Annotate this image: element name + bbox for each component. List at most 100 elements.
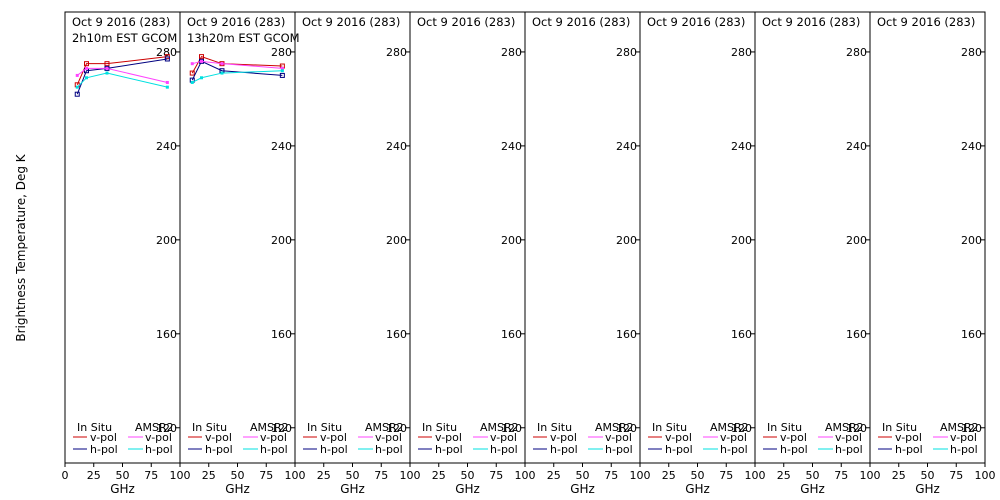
data-point <box>105 71 109 75</box>
x-tick-label: 75 <box>374 469 388 482</box>
y-tick-label: 280 <box>271 46 292 59</box>
y-tick-label: 120 <box>961 422 982 435</box>
data-point <box>199 54 205 60</box>
x-tick-label: 100 <box>745 469 766 482</box>
y-tick-label: 160 <box>271 328 292 341</box>
data-point <box>220 71 224 75</box>
data-point <box>190 80 194 84</box>
legend-title-in-situ: In Situ <box>537 421 572 434</box>
x-tick-label: 100 <box>285 469 306 482</box>
data-point <box>75 73 79 77</box>
y-tick-label: 200 <box>961 234 982 247</box>
x-tick-label: 25 <box>87 469 101 482</box>
data-point <box>74 91 80 97</box>
legend-label-insitu-vpol: v-pol <box>665 431 692 444</box>
x-tick-label: 50 <box>806 469 820 482</box>
legend-label-amsr2-hpol: h-pol <box>950 443 978 456</box>
panel-title: Oct 9 2016 (283) <box>647 15 745 29</box>
y-tick-label: 160 <box>731 328 752 341</box>
data-point <box>165 80 169 84</box>
y-tick-label: 160 <box>616 328 637 341</box>
legend-title-amsr2: AMSR2 <box>250 421 289 434</box>
legend-label-amsr2-hpol: h-pol <box>605 443 633 456</box>
y-tick-label: 200 <box>616 234 637 247</box>
panel-subtitle: 13h20m EST GCOM <box>187 31 300 45</box>
y-tick-label: 120 <box>846 422 867 435</box>
x-tick-label: 100 <box>860 469 881 482</box>
x-axis-label: GHz <box>340 482 365 496</box>
data-point <box>164 56 170 62</box>
y-tick-label: 120 <box>156 422 177 435</box>
y-tick-label: 280 <box>501 46 522 59</box>
data-point <box>84 61 90 67</box>
legend-title-in-situ: In Situ <box>77 421 112 434</box>
panel-title: Oct 9 2016 (283) <box>877 15 975 29</box>
legend-label-amsr2-hpol: h-pol <box>720 443 748 456</box>
y-tick-label: 200 <box>846 234 867 247</box>
x-tick-label: 100 <box>170 469 191 482</box>
y-tick-label: 160 <box>156 328 177 341</box>
legend-label-insitu-vpol: v-pol <box>205 431 232 444</box>
y-tick-label: 240 <box>961 140 982 153</box>
x-tick-label: 75 <box>719 469 733 482</box>
legend-label-insitu-vpol: v-pol <box>550 431 577 444</box>
data-point <box>104 61 110 67</box>
x-tick-label: 25 <box>777 469 791 482</box>
panel-7: Oct 9 2016 (283) 120 160 200 240 280 25 50 75 100… <box>754 11 881 496</box>
legend-label-insitu-hpol: h-pol <box>90 443 118 456</box>
y-tick-label: 160 <box>501 328 522 341</box>
legend-label-amsr2-vpol: v-pol <box>260 431 287 444</box>
legend-label-insitu-vpol: v-pol <box>90 431 117 444</box>
data-point <box>279 72 285 78</box>
data-point <box>85 66 89 70</box>
legend-label-insitu-vpol: v-pol <box>435 431 462 444</box>
legend-title-in-situ: In Situ <box>767 421 802 434</box>
legend-label-amsr2-hpol: h-pol <box>145 443 173 456</box>
panel-2: Oct 9 2016 (283) 13h20m EST GCOM 120 160 200… <box>179 11 306 496</box>
y-tick-label: 280 <box>961 46 982 59</box>
x-tick-label: 100 <box>975 469 996 482</box>
y-tick-label: 160 <box>386 328 407 341</box>
legend-title-amsr2: AMSR2 <box>135 421 174 434</box>
legend-label-insitu-hpol: h-pol <box>665 443 693 456</box>
panel-4: Oct 9 2016 (283) 120 160 200 240 280 25 50 75 100… <box>409 11 536 496</box>
y-tick-label: 120 <box>731 422 752 435</box>
series-line <box>192 70 283 83</box>
legend-label-amsr2-vpol: v-pol <box>720 431 747 444</box>
panel-8: Oct 9 2016 (283) 120 160 200 240 280 25 50 75 100… <box>869 11 996 496</box>
y-tick-label: 200 <box>501 234 522 247</box>
y-tick-label: 240 <box>731 140 752 153</box>
legend-title-amsr2: AMSR2 <box>710 421 749 434</box>
data-point <box>75 85 79 89</box>
y-tick-label: 280 <box>616 46 637 59</box>
legend-title-in-situ: In Situ <box>882 421 917 434</box>
legend-label-insitu-hpol: h-pol <box>895 443 923 456</box>
legend-label-insitu-vpol: v-pol <box>320 431 347 444</box>
legend-label-insitu-vpol: v-pol <box>895 431 922 444</box>
x-tick-label: 75 <box>834 469 848 482</box>
y-axis-label: Brightness Temperature, Deg K <box>14 153 28 341</box>
legend-title-in-situ: In Situ <box>422 421 457 434</box>
y-tick-label: 280 <box>386 46 407 59</box>
panel-title: Oct 9 2016 (283) <box>532 15 630 29</box>
x-axis-label: GHz <box>915 482 940 496</box>
x-tick-label: 50 <box>461 469 475 482</box>
x-axis-label: GHz <box>685 482 710 496</box>
legend-title-amsr2: AMSR2 <box>595 421 634 434</box>
series-line <box>192 60 283 69</box>
data-point <box>105 66 109 70</box>
panel-1: Oct 9 2016 (283) 2h10m EST GCOM 120 160 200 2… <box>62 11 191 496</box>
legend-label-amsr2-hpol: h-pol <box>835 443 863 456</box>
panels-group: Oct 9 2016 (283) 2h10m EST GCOM 120 160 200 2… <box>62 11 996 496</box>
y-tick-label: 240 <box>156 140 177 153</box>
legend-label-amsr2-vpol: v-pol <box>145 431 172 444</box>
panel-3: Oct 9 2016 (283) 120 160 200 240 280 25 50 75 100… <box>294 11 421 496</box>
x-tick-label: 75 <box>259 469 273 482</box>
legend-label-insitu-hpol: h-pol <box>550 443 578 456</box>
x-tick-label: 50 <box>231 469 245 482</box>
x-tick-label: 75 <box>604 469 618 482</box>
series-line <box>76 67 168 83</box>
legend-label-amsr2-vpol: v-pol <box>605 431 632 444</box>
x-tick-label: 25 <box>547 469 561 482</box>
